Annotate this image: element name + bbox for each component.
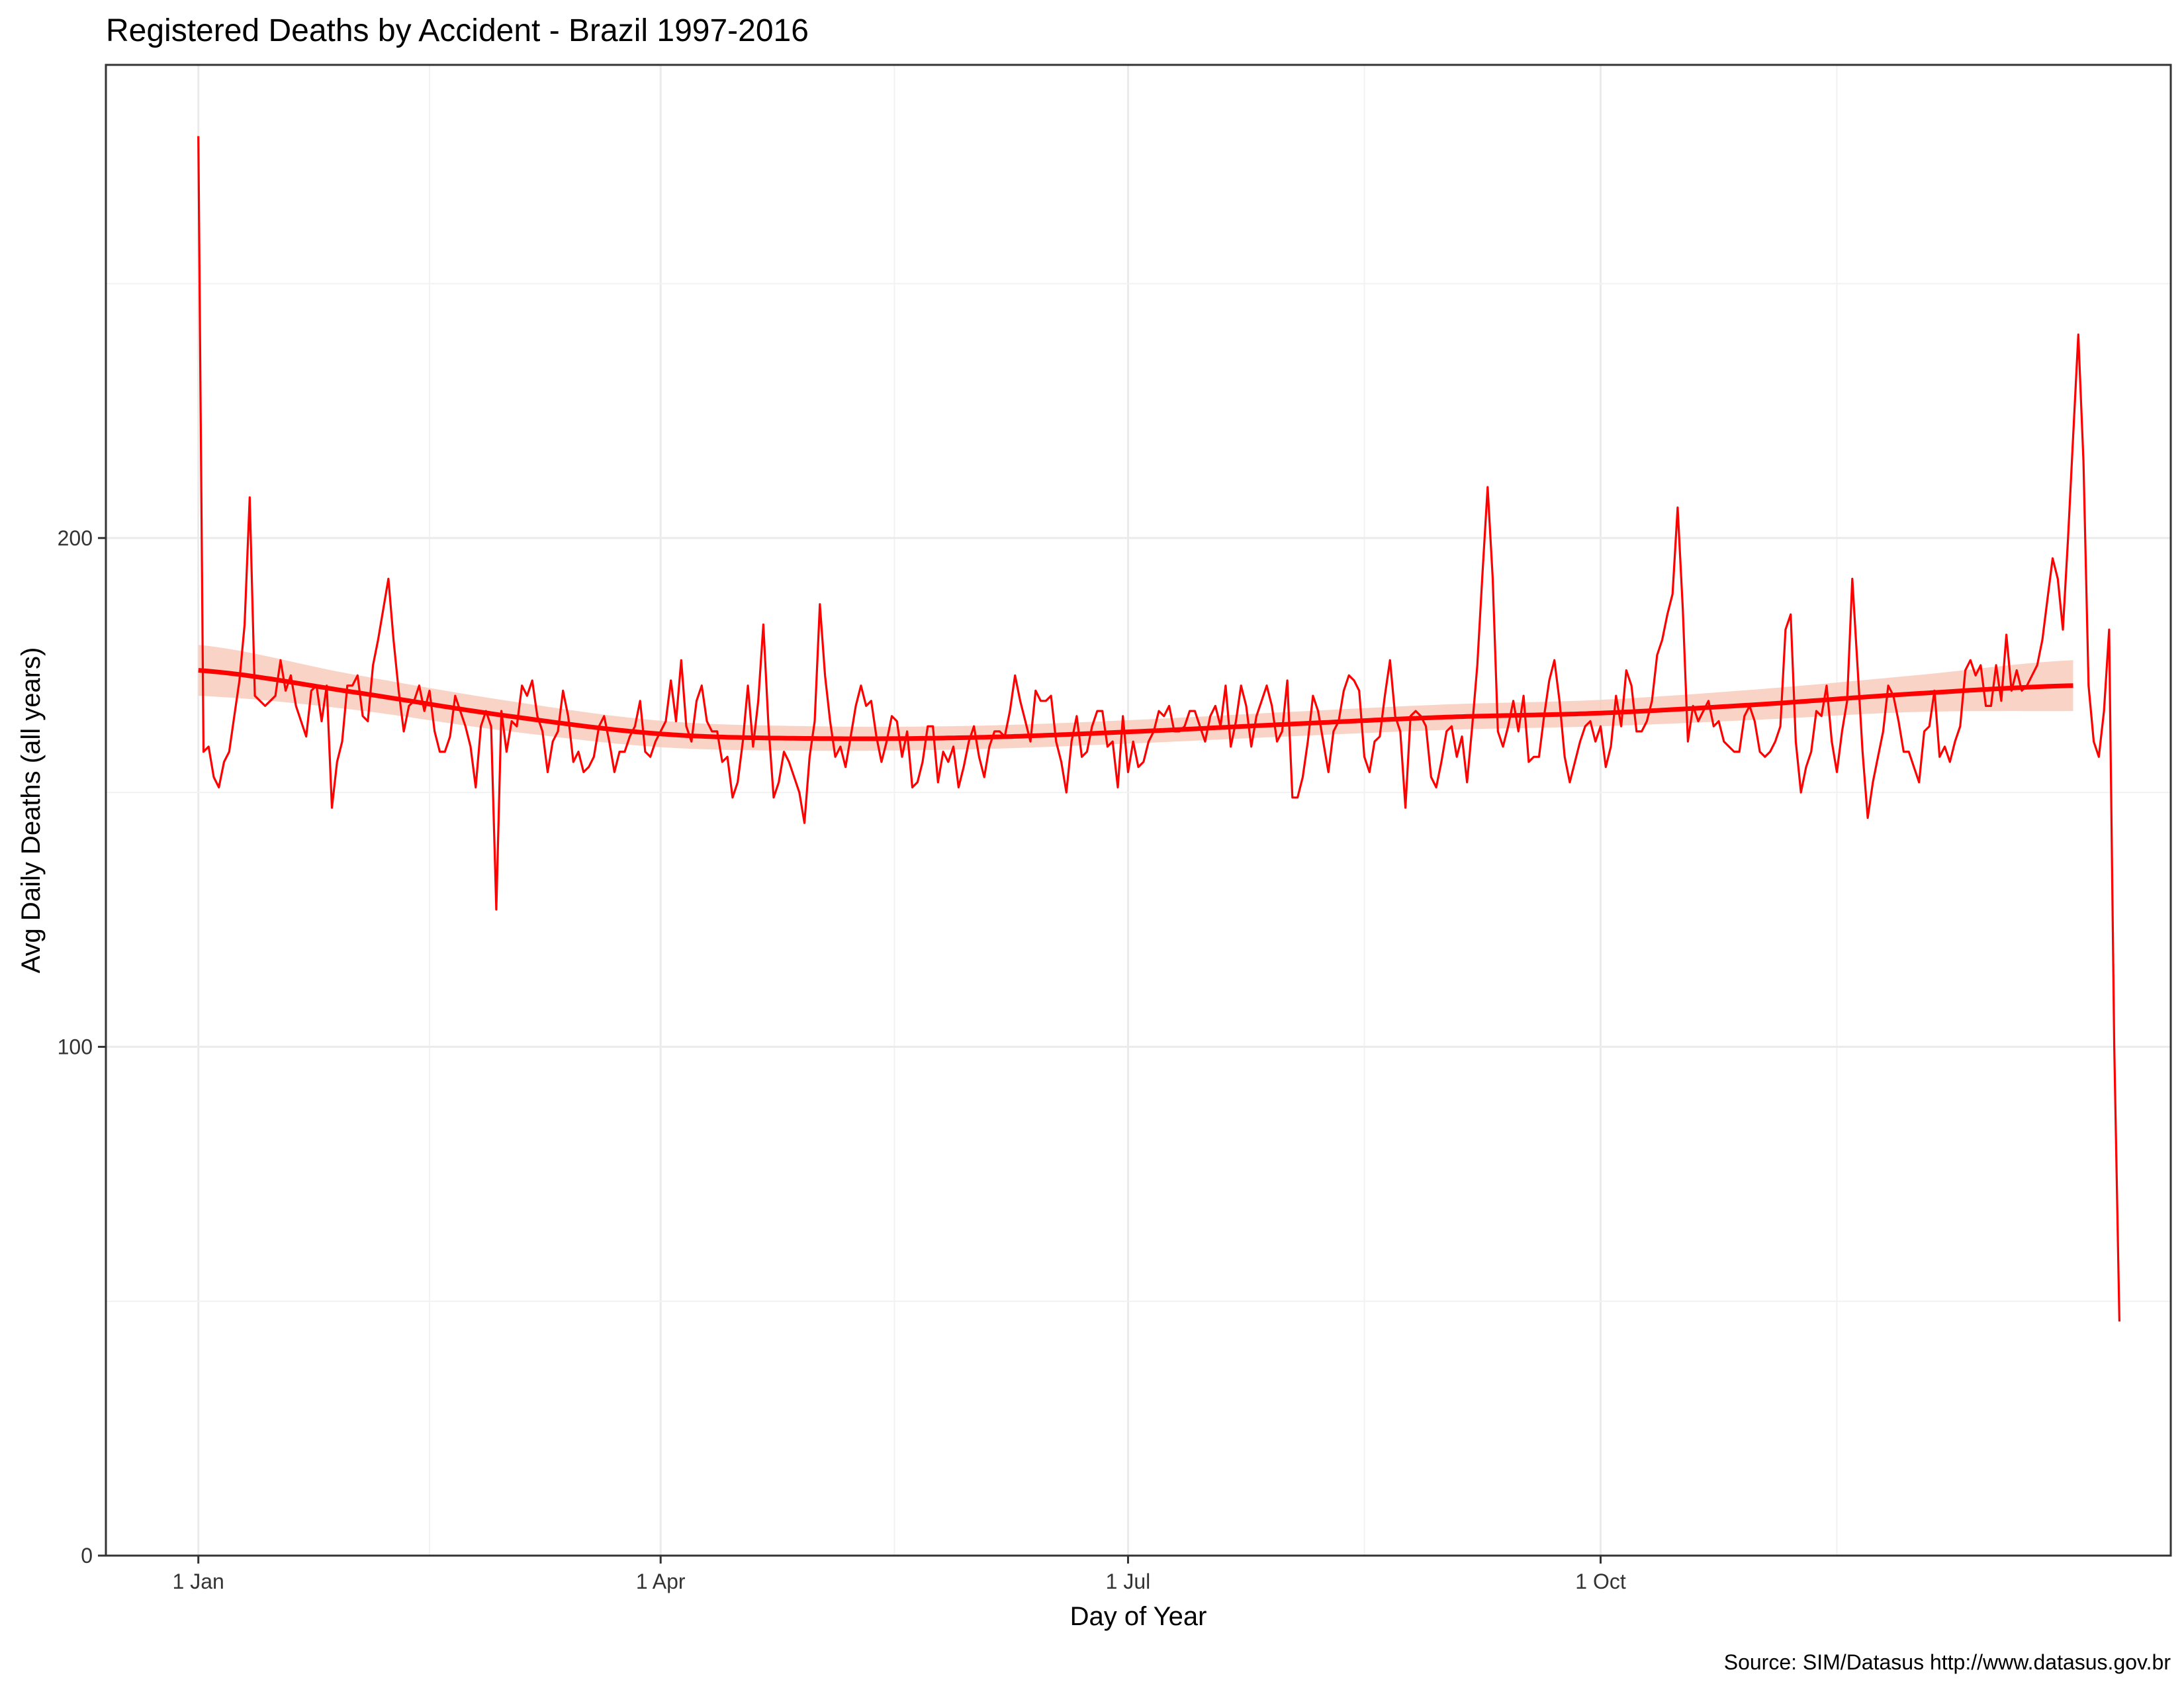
x-tick-label: 1 Jan: [173, 1570, 224, 1593]
y-tick-label: 0: [81, 1544, 93, 1568]
confidence-band-layer: [198, 645, 2073, 751]
confidence-band: [198, 645, 2073, 751]
x-axis-title: Day of Year: [1070, 1602, 1207, 1631]
smooth-trend-line: [198, 668, 2073, 741]
series-line-layer: [197, 136, 2120, 1322]
x-tick-label: 1 Jul: [1106, 1570, 1151, 1593]
source-caption: Source: SIM/Datasus http://www.datasus.g…: [1724, 1650, 2171, 1674]
panel-border: [105, 64, 2172, 1557]
y-tick-label: 200: [58, 526, 93, 550]
grid-layer: [106, 65, 2171, 1557]
y-tick-label: 100: [58, 1035, 93, 1058]
tick-layer: 1 Jan 1 Apr 1 Jul 1 Oct 0 100 200: [58, 526, 1626, 1593]
y-axis-title: Avg Daily Deaths (all years): [17, 647, 46, 974]
x-tick-label: 1 Oct: [1575, 1570, 1626, 1593]
chart-title: Registered Deaths by Accident - Brazil 1…: [106, 13, 809, 48]
daily-deaths-line: [197, 136, 2120, 1322]
smooth-line-layer: [198, 668, 2073, 741]
x-tick-label: 1 Apr: [636, 1570, 686, 1593]
